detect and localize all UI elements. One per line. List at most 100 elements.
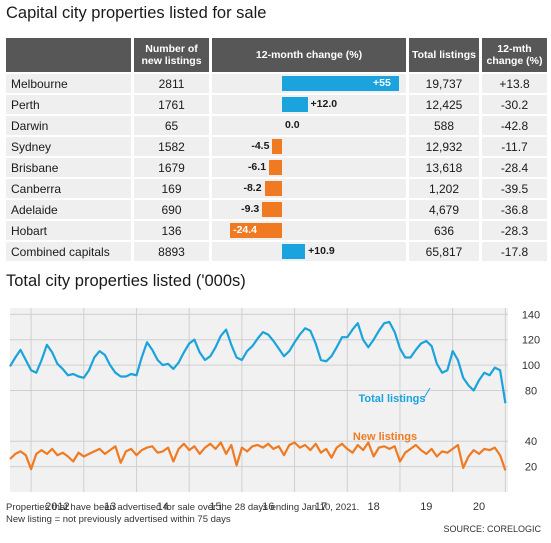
change-label: +12.0: [310, 98, 338, 110]
city-name: Darwin: [6, 116, 131, 136]
change-bar-cell: 0.0: [212, 116, 406, 136]
x-tick-label: 19: [420, 501, 432, 513]
total-listings-value: 588: [409, 116, 479, 136]
change-label: -6.1: [247, 161, 267, 173]
series-line: [9, 320, 507, 404]
new-listings-value: 1679: [134, 158, 209, 178]
header-total-listings: Total listings: [409, 38, 479, 72]
total-listings-value: 12,932: [409, 137, 479, 157]
city-name: Canberra: [6, 179, 131, 199]
total-listings-label: Total listings: [358, 393, 425, 405]
change-bar-cell: +55: [212, 74, 406, 94]
table-row: Adelaide 690 -9.3 4,679 -36.8: [6, 200, 547, 220]
chart-title: Total city properties listed ('000s): [6, 272, 246, 290]
new-listings-value: 65: [134, 116, 209, 136]
new-listings-value: 136: [134, 221, 209, 241]
y-tick-label: 140: [522, 309, 540, 321]
plot-area: [10, 308, 508, 492]
twelve-month-change-value: -42.8: [482, 116, 547, 136]
twelve-month-change-value: -28.3: [482, 221, 547, 241]
series-line: [9, 441, 507, 471]
header-12-month-change: 12-month change (%): [212, 38, 406, 72]
change-bar-cell: -6.1: [212, 158, 406, 178]
change-label: -8.2: [243, 182, 262, 194]
x-tick-label: 16: [262, 501, 274, 513]
total-listings-value: 12,425: [409, 95, 479, 115]
change-bar: [282, 97, 308, 113]
twelve-month-change-value: -11.7: [482, 137, 547, 157]
table-row: Darwin 65 0.0 588 -42.8: [6, 116, 547, 136]
change-bar: [282, 244, 306, 260]
city-name: Hobart: [6, 221, 131, 241]
change-label: 0.0: [285, 119, 300, 131]
new-listings-value: 169: [134, 179, 209, 199]
change-bar: [262, 202, 282, 218]
change-bar-cell: -8.2: [212, 179, 406, 199]
change-bar-cell: -4.5: [212, 137, 406, 157]
table-row: Melbourne 2811 +55 19,737 +13.8: [6, 74, 547, 94]
change-bar: [264, 181, 282, 197]
y-tick-label: 20: [525, 462, 537, 474]
new-listings-value: 8893: [134, 242, 209, 262]
x-tick-label: 13: [104, 501, 116, 513]
change-bar-cell: +10.9: [212, 242, 406, 262]
change-bar-cell: +12.0: [212, 95, 406, 115]
source-credit: SOURCE: CORELOGIC: [443, 524, 541, 534]
change-bar: [230, 223, 282, 239]
city-name: Combined capitals: [6, 242, 131, 262]
change-bar-cell: -9.3: [212, 200, 406, 220]
x-tick-label: 2012: [45, 501, 69, 513]
table-row: Canberra 169 -8.2 1,202 -39.5: [6, 179, 547, 199]
table-row: Combined capitals 8893 +10.9 65,817 -17.8: [6, 242, 547, 262]
header-new-listings: Number of new listings: [134, 38, 209, 72]
table-row: Perth 1761 +12.0 12,425 -30.2: [6, 95, 547, 115]
x-tick-label: 14: [157, 501, 169, 513]
twelve-month-change-value: -39.5: [482, 179, 547, 199]
city-name: Brisbane: [6, 158, 131, 178]
annotation-leader: [423, 387, 431, 399]
twelve-month-change-value: -28.4: [482, 158, 547, 178]
total-listings-value: 13,618: [409, 158, 479, 178]
change-label: +55: [373, 77, 391, 89]
new-listings-value: 1761: [134, 95, 209, 115]
change-bar: [269, 160, 282, 176]
total-listings-value: 636: [409, 221, 479, 241]
total-listings-value: 65,817: [409, 242, 479, 262]
twelve-month-change-value: +13.8: [482, 74, 547, 94]
city-name: Adelaide: [6, 200, 131, 220]
change-bar: [282, 76, 399, 92]
table-title: Capital city properties listed for sale: [6, 4, 267, 22]
total-listings-value: 19,737: [409, 74, 479, 94]
y-tick-label: 120: [522, 335, 540, 347]
table-row: Sydney 1582 -4.5 12,932 -11.7: [6, 137, 547, 157]
new-listings-value: 1582: [134, 137, 209, 157]
city-name: Perth: [6, 95, 131, 115]
y-tick-label: 100: [522, 360, 540, 372]
footnote-advertised: Properties that have been advertised for…: [6, 502, 360, 513]
header-city: [6, 38, 131, 72]
new-listings-value: 690: [134, 200, 209, 220]
total-listings-value: 1,202: [409, 179, 479, 199]
header-12-mth-change: 12-mth change (%): [482, 38, 547, 72]
change-label: +10.9: [308, 245, 335, 257]
city-name: Melbourne: [6, 74, 131, 94]
footnote-new-listing: New listing = not previously advertised …: [6, 514, 231, 525]
city-name: Sydney: [6, 137, 131, 157]
new-listings-value: 2811: [134, 74, 209, 94]
x-tick-label: 17: [315, 501, 327, 513]
twelve-month-change-value: -36.8: [482, 200, 547, 220]
x-tick-label: 18: [367, 501, 379, 513]
y-tick-label: 80: [525, 385, 537, 397]
table-row: Hobart 136 -24.4 636 -28.3: [6, 221, 547, 241]
twelve-month-change-value: -17.8: [482, 242, 547, 262]
y-tick-label: 40: [525, 436, 537, 448]
change-label: -9.3: [241, 203, 260, 215]
total-listings-value: 4,679: [409, 200, 479, 220]
x-tick-label: 15: [209, 501, 221, 513]
new-listings-label: New listings: [353, 431, 417, 443]
twelve-month-change-value: -30.2: [482, 95, 547, 115]
line-chart: 20 40 80 100 120 140 2012 13 14 15 16 17 18 19 20 Total…: [9, 308, 540, 513]
x-tick-label: 20: [473, 501, 485, 513]
change-bar: [272, 139, 282, 155]
change-label: -4.5: [251, 140, 270, 152]
